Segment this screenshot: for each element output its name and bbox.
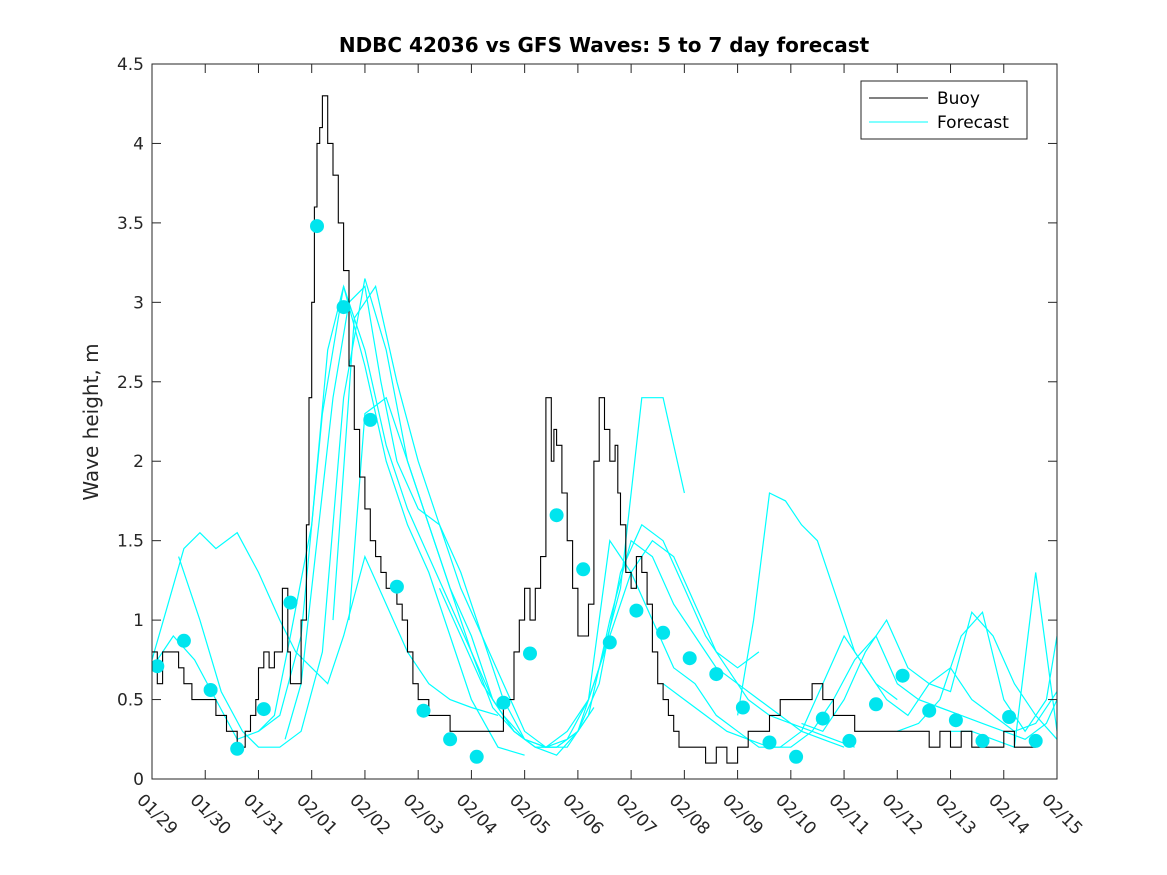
forecast-marker-23 bbox=[762, 735, 777, 750]
axes-box bbox=[151, 63, 1058, 780]
forecast-line-11 bbox=[737, 492, 898, 716]
buoy-line bbox=[152, 95, 1036, 764]
forecast-marker-6 bbox=[310, 219, 324, 234]
forecast-marker-18 bbox=[629, 603, 644, 618]
forecast-marker-17 bbox=[602, 635, 617, 650]
forecast-marker-14 bbox=[523, 646, 537, 661]
y-tick-label-6: 3 bbox=[133, 293, 144, 313]
legend: Buoy Forecast bbox=[860, 80, 1028, 140]
y-tick-label-7: 3.5 bbox=[117, 214, 144, 234]
forecast-marker-24 bbox=[789, 749, 804, 764]
forecast-marker-1 bbox=[176, 633, 191, 648]
y-tick-label-3: 1.5 bbox=[117, 532, 144, 552]
forecast-marker-26 bbox=[842, 733, 857, 748]
forecast-line-8 bbox=[662, 634, 1057, 748]
forecast-marker-3 bbox=[230, 741, 245, 756]
forecast-marker-16 bbox=[576, 562, 591, 577]
plot-area bbox=[152, 95, 1057, 764]
y-tick-label-0: 0 bbox=[133, 770, 144, 790]
forecast-marker-15 bbox=[549, 508, 564, 523]
forecast-marker-19 bbox=[656, 625, 671, 640]
legend-box bbox=[860, 80, 1028, 140]
y-tick-label-9: 4.5 bbox=[117, 55, 144, 75]
y-tick-label-1: 0.5 bbox=[117, 691, 144, 711]
forecast-marker-21 bbox=[709, 667, 724, 682]
y-tick-labels: 0 0.5 1 1.5 2 2.5 3 3.5 4 4.5 bbox=[117, 55, 144, 790]
forecast-marker-2 bbox=[203, 683, 218, 697]
forecast-line-9 bbox=[801, 610, 1057, 740]
forecast-marker-22 bbox=[735, 700, 750, 715]
chart-title: NDBC 42036 vs GFS Waves: 5 to 7 day fore… bbox=[339, 33, 870, 57]
forecast-marker-10 bbox=[416, 703, 431, 718]
y-axis-label: Wave height, m bbox=[79, 343, 103, 500]
y-tick-label-4: 2 bbox=[133, 452, 144, 472]
y-tick-label-2: 1 bbox=[133, 611, 144, 631]
forecast-marker-9 bbox=[389, 579, 404, 594]
forecast-marker-4 bbox=[256, 702, 271, 717]
forecast-marker-5 bbox=[283, 595, 298, 610]
y-tick-label-5: 2.5 bbox=[117, 373, 144, 393]
forecast-marker-13 bbox=[496, 695, 511, 710]
forecast-marker-27 bbox=[869, 697, 883, 712]
forecast-marker-29 bbox=[922, 703, 937, 718]
forecast-line-0 bbox=[152, 531, 499, 716]
legend-forecast-label: Forecast bbox=[937, 113, 1009, 133]
forecast-marker-7 bbox=[336, 300, 351, 315]
forecast-marker-12 bbox=[469, 749, 484, 764]
forecast-marker-30 bbox=[948, 713, 963, 728]
forecast-marker-0 bbox=[152, 659, 165, 674]
forecast-marker-33 bbox=[1028, 733, 1043, 748]
forecast-marker-31 bbox=[975, 733, 990, 748]
y-tick-label-8: 4 bbox=[133, 134, 144, 154]
forecast-line-5 bbox=[332, 284, 845, 748]
forecast-marker-20 bbox=[682, 651, 697, 666]
forecast-marker-8 bbox=[363, 412, 378, 427]
forecast-marker-32 bbox=[1002, 710, 1017, 724]
forecast-marker-11 bbox=[443, 732, 458, 747]
legend-buoy-label: Buoy bbox=[937, 89, 980, 109]
forecast-marker-28 bbox=[895, 668, 910, 683]
forecast-marker-25 bbox=[815, 711, 830, 726]
